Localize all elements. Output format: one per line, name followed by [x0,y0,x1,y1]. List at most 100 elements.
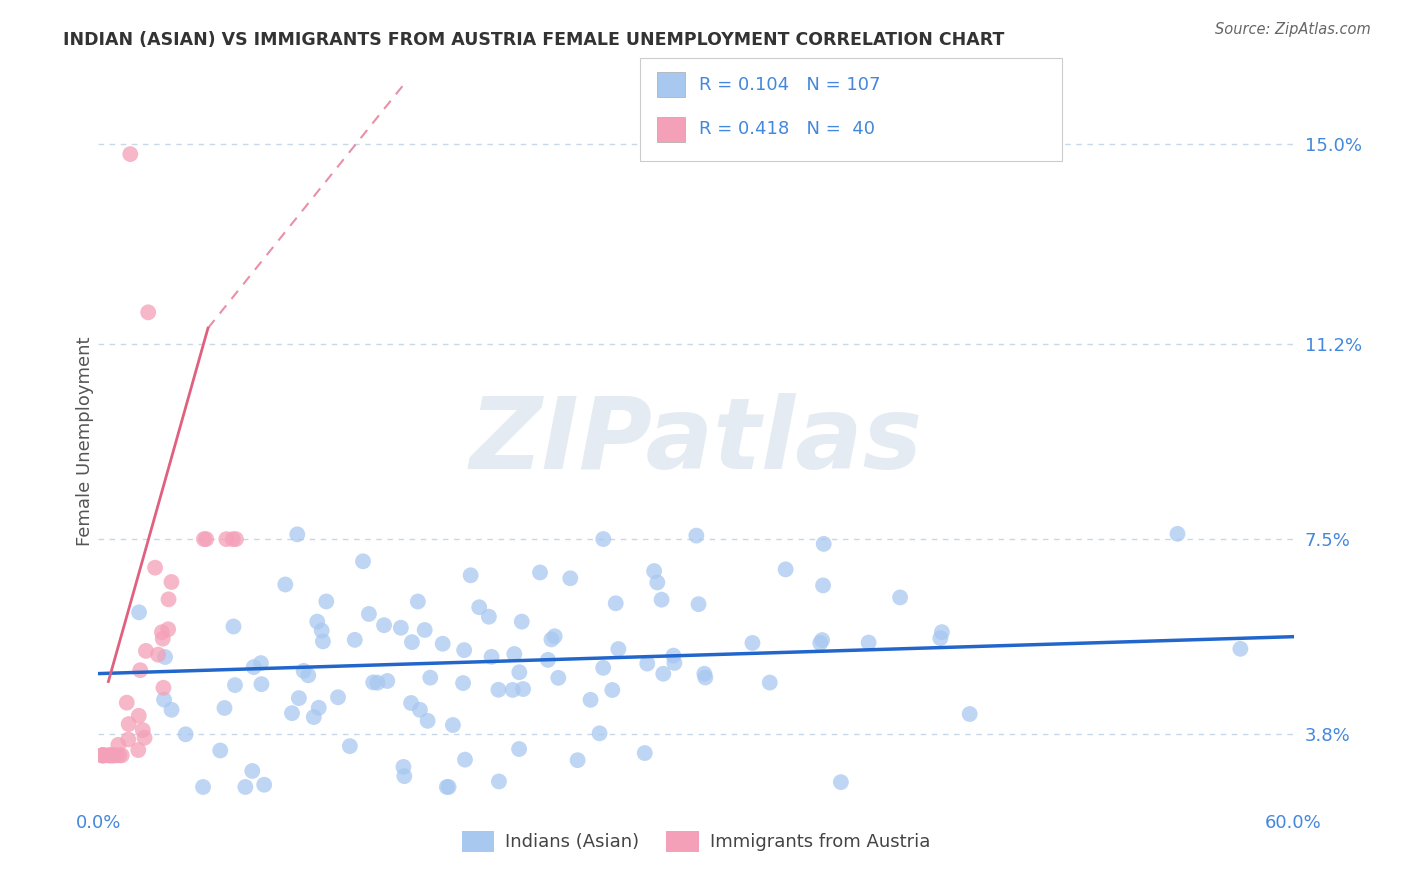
Point [685,528,707,542]
Point [157,592,180,607]
Point [308,700,330,714]
Point [160,574,183,589]
Point [146,648,169,662]
Point [389,621,412,635]
Point [288,691,311,706]
Point [416,714,439,728]
Point [651,592,673,607]
Point [91,748,114,763]
Point [153,692,176,706]
Text: INDIAN (ASIAN) VS IMMIGRANTS FROM AUSTRIA FEMALE UNEMPLOYMENT CORRELATION CHART: INDIAN (ASIAN) VS IMMIGRANTS FROM AUSTRI… [63,31,1005,49]
Point [215,532,238,546]
Point [811,578,834,592]
Point [544,629,567,643]
Point [413,623,436,637]
Point [488,774,510,789]
Point [225,532,247,546]
Point [436,780,458,794]
Point [117,732,139,747]
Point [579,693,602,707]
Point [153,650,176,665]
Point [662,648,685,663]
Y-axis label: Female Unemployment: Female Unemployment [76,337,94,546]
Point [343,632,366,647]
Point [510,615,533,629]
Point [647,575,669,590]
Point [193,532,215,546]
Point [98,748,121,763]
Point [312,634,335,648]
Point [326,690,349,705]
Point [191,780,214,794]
Point [529,566,551,580]
Point [959,706,981,721]
Point [120,147,142,161]
Point [592,532,614,546]
Point [478,609,501,624]
Point [235,780,257,794]
Point [135,644,157,658]
Point [931,625,953,640]
Text: Source: ZipAtlas.com: Source: ZipAtlas.com [1215,22,1371,37]
Text: R = 0.418   N =  40: R = 0.418 N = 40 [699,120,875,138]
Point [152,681,174,695]
Point [97,748,120,763]
Point [285,527,308,541]
Point [560,571,582,585]
Point [392,760,415,774]
Point [91,748,114,763]
Point [222,619,245,633]
Point [605,596,627,610]
Point [357,607,380,621]
Point [808,636,831,650]
Point [129,663,152,677]
Point [250,677,273,691]
Point [127,743,149,757]
Point [636,657,658,671]
Point [693,666,716,681]
Point [488,682,510,697]
Point [105,748,128,763]
Point [1229,641,1251,656]
Point [468,600,491,615]
Point [152,632,174,646]
Point [375,673,398,688]
Point [150,625,173,640]
Point [297,668,319,682]
Point [222,532,245,546]
Text: R = 0.104   N = 107: R = 0.104 N = 107 [699,76,880,94]
Point [929,631,952,645]
Point [174,727,197,741]
Point [643,564,665,578]
Point [600,683,623,698]
Point [111,748,134,763]
Point [274,577,297,591]
Point [567,753,589,767]
Point [361,675,384,690]
Point [224,678,246,692]
Point [406,594,429,608]
Point [103,748,125,763]
Point [811,633,834,648]
Point [695,671,717,685]
Point [240,764,263,778]
Point [281,706,304,720]
Point [592,661,614,675]
Point [307,615,329,629]
Point [101,748,124,763]
Point [401,635,423,649]
Point [242,660,264,674]
Point [409,703,432,717]
Point [503,647,526,661]
Point [91,748,114,763]
Point [107,738,129,752]
Point [253,778,276,792]
Point [775,562,797,576]
Point [664,656,686,670]
Point [432,637,454,651]
Point [441,718,464,732]
Point [502,682,524,697]
Point [302,710,325,724]
Point [136,305,159,319]
Point [132,723,155,737]
